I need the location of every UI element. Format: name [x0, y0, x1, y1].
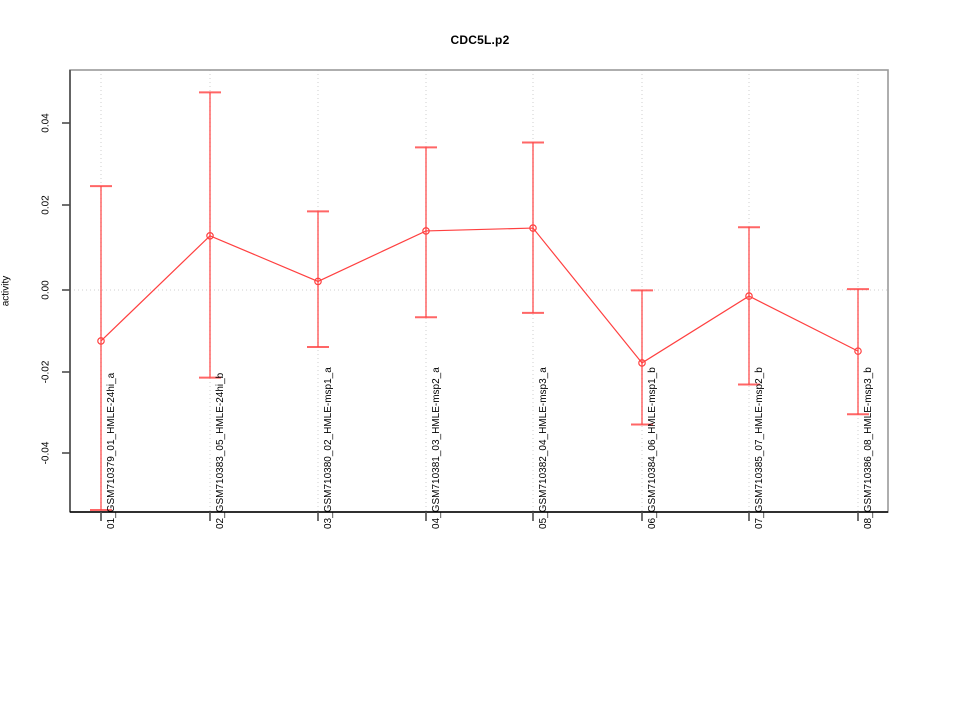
x-tick-label: 05_GSM710382_04_HMLE-msp3_a — [538, 367, 549, 529]
plot-frame — [69, 69, 889, 513]
data-line — [100, 227, 859, 364]
x-tick-label: 01_GSM710379_01_HMLE-24hi_a — [106, 372, 117, 529]
page-title: CDC5L.p2 — [450, 33, 510, 47]
y-tick-label: 0.02 — [40, 195, 52, 215]
x-tick-label: 07_GSM710385_07_HMLE-msp2_b — [754, 367, 765, 529]
y-axis-ticks — [62, 70, 71, 512]
x-axis-tick-marks — [100, 512, 859, 521]
data-point-markers — [97, 224, 862, 367]
error-bars — [90, 91, 869, 512]
data-point-marker — [745, 292, 753, 300]
data-point-marker — [314, 277, 322, 286]
y-tick-label: -0.04 — [40, 441, 52, 465]
x-tick-label: 08_GSM710386_08_HMLE-msp3_b — [863, 367, 874, 529]
y-tick-label: -0.02 — [40, 360, 52, 384]
data-point-marker — [206, 232, 214, 240]
y-tick-label: 0.04 — [40, 113, 52, 133]
data-point-marker — [529, 224, 537, 232]
data-point-marker — [422, 227, 430, 235]
x-tick-label: 06_GSM710384_06_HMLE-msp1_b — [647, 367, 658, 529]
data-point-marker — [638, 359, 646, 367]
data-point-marker — [854, 347, 862, 355]
y-tick-label: 0.00 — [40, 280, 52, 300]
x-tick-label: 03_GSM710380_02_HMLE-msp1_a — [323, 367, 334, 529]
data-point-marker — [97, 337, 105, 345]
x-tick-label: 02_GSM710383_05_HMLE-24hi_b — [215, 372, 226, 529]
x-tick-label: 04_GSM710381_03_HMLE-msp2_a — [431, 367, 442, 529]
